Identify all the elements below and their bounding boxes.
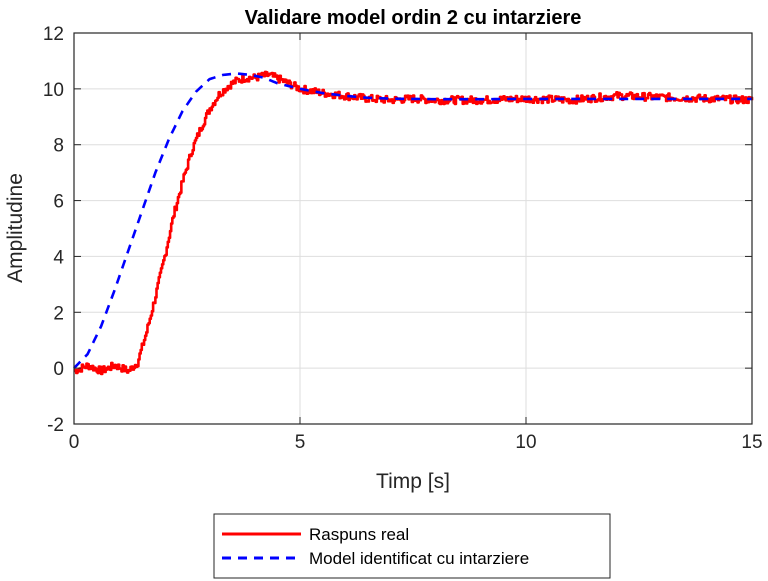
y-tick-label: 10 xyxy=(43,80,64,101)
x-tick-label: 15 xyxy=(741,432,762,453)
series-model-identificat xyxy=(73,72,752,370)
x-tick-label: 5 xyxy=(295,432,306,453)
series-raspuns-real xyxy=(73,70,754,376)
y-tick-label: -2 xyxy=(47,415,64,436)
x-tick-label: 10 xyxy=(515,432,536,453)
legend-label-model: Model identificat cu intarziere xyxy=(309,549,529,568)
series-group xyxy=(73,70,754,376)
legend-label-raspuns-real: Raspuns real xyxy=(309,525,409,544)
y-axis-label: Amplitudine xyxy=(4,173,27,283)
plot-area xyxy=(74,33,752,424)
y-tick-label: 12 xyxy=(43,24,64,45)
y-tick-label: 0 xyxy=(53,359,64,380)
chart-title: Validare model ordin 2 cu intarziere xyxy=(245,7,582,29)
y-tick-label: 8 xyxy=(53,136,64,157)
y-tick-label: 6 xyxy=(53,192,64,213)
x-axis-label: Timp [s] xyxy=(376,470,450,493)
legend: Raspuns real Model identificat cu intarz… xyxy=(213,513,611,579)
legend-box xyxy=(213,513,611,579)
y-tick-label: 4 xyxy=(53,247,64,268)
axis-ticks xyxy=(73,32,753,425)
y-tick-label: 2 xyxy=(53,303,64,324)
x-tick-label: 0 xyxy=(69,432,80,453)
axes-box xyxy=(73,32,753,425)
